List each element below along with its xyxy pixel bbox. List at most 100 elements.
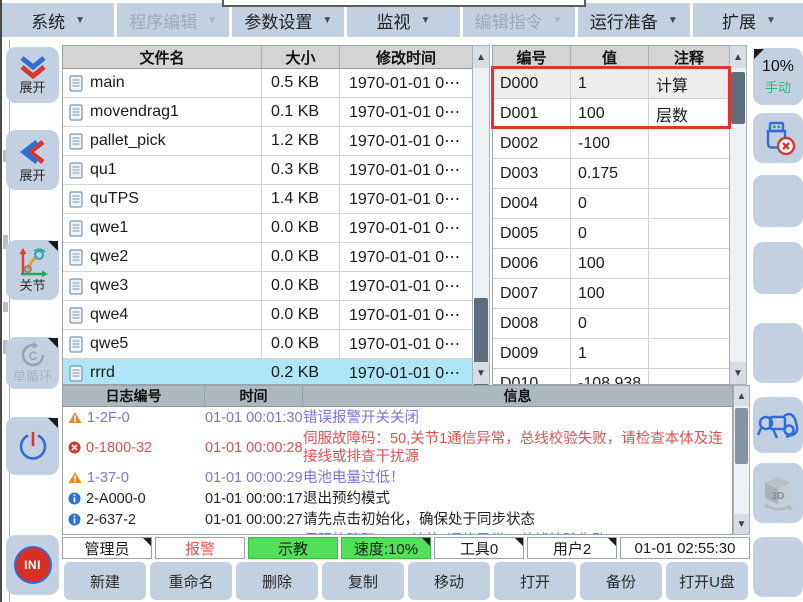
status-speed[interactable]: 速度:10% [341,537,431,559]
expand-down-button[interactable]: 展开 [6,47,59,103]
file-name-header[interactable]: 文件名 [63,46,262,68]
log-message-cell: 错误报警开关关闭 [303,410,419,426]
menu-item-program-edit[interactable]: 程序编辑 ▼ [117,3,230,37]
file-size-cell: 0.0 KB [262,301,340,329]
var-value-header[interactable]: 值 [571,46,649,68]
variable-row[interactable]: D006 100 [493,249,729,279]
delete-button[interactable]: 删除 [236,562,318,600]
variable-row[interactable]: D010 -108.938 [493,369,729,384]
error-icon [68,534,81,535]
file-size-cell: 0.1 KB [262,98,340,126]
new-button[interactable]: 新建 [64,562,146,600]
expand-down-label: 展开 [19,79,46,95]
scroll-down-button[interactable]: ▼ [730,362,746,384]
variable-row[interactable]: D000 1 计算 [493,69,729,99]
var-value-cell: 1 [571,339,649,368]
move-button[interactable]: 移动 [408,562,490,600]
view-3d-button[interactable]: 3D [753,463,803,523]
menu-item-monitor[interactable]: 监视 ▼ [347,3,460,37]
status-alarm[interactable]: 报警 [155,537,245,559]
scroll-thumb[interactable] [731,72,745,124]
joint-mode-button[interactable]: 关节 [6,240,59,300]
file-row[interactable]: main 0.5 KB 1970-01-01 0⋯ [63,69,472,98]
log-row[interactable]: 1-37-0 01-01 00:00:29 电池电量过低！ [63,467,732,488]
rename-button[interactable]: 重命名 [150,562,232,600]
log-id-header[interactable]: 日志编号 [63,386,205,406]
usb-status-button[interactable] [753,113,803,163]
hand-guide-button[interactable] [753,397,803,453]
file-row[interactable]: qwe1 0.0 KB 1970-01-01 0⋯ [63,214,472,243]
scroll-up-button[interactable]: ▲ [473,46,489,68]
menu-item-extend[interactable]: 扩展 ▼ [692,3,803,37]
file-row[interactable]: quTPS 1.4 KB 1970-01-01 0⋯ [63,185,472,214]
file-row[interactable]: qwe3 0.0 KB 1970-01-01 0⋯ [63,272,472,301]
scroll-down-button[interactable]: ▼ [734,514,749,534]
copy-button[interactable]: 复制 [322,562,404,600]
open-usb-button[interactable]: 打开U盘 [666,562,748,600]
single-cycle-button[interactable]: C 单循环 [6,337,59,389]
status-teach-mode[interactable]: 示教 [248,537,338,559]
blank-side-button[interactable] [753,323,803,383]
log-row[interactable]: 2-637-2 01-01 00:00:27 请先点击初始化，确保处于同步状态 [63,509,732,530]
backup-button[interactable]: 备份 [580,562,662,600]
status-tool[interactable]: 工具0 [434,537,524,559]
log-row[interactable]: 伺服故障码：50,关节1通信异常，总线校验失败 [63,530,732,535]
status-user-role[interactable]: 管理员 [62,537,152,559]
var-id-header[interactable]: 编号 [493,46,571,68]
file-row[interactable]: rrrd 0.2 KB 1970-01-01 0⋯ [63,359,472,384]
variable-row[interactable]: D002 -100 [493,129,729,159]
scroll-up-button[interactable]: ▲ [734,386,749,406]
log-time-header[interactable]: 时间 [205,386,303,406]
variable-row[interactable]: D005 0 [493,219,729,249]
var-comment-header[interactable]: 注释 [673,49,704,67]
power-button[interactable] [6,417,59,475]
ini-button[interactable]: INI [6,535,59,595]
variable-row[interactable]: D009 1 [493,339,729,369]
variable-row[interactable]: D003 0.175 [493,159,729,189]
log-id: 1-37-0 [87,469,129,486]
status-user-frame[interactable]: 用户2 [527,537,617,559]
variable-table-scrollbar[interactable]: ▲ ▼ [729,45,747,385]
log-id: 1-2F-0 [87,409,130,426]
blank-side-button[interactable] [753,242,803,294]
blank-side-button[interactable] [753,537,803,597]
var-id-cell: D007 [493,279,571,308]
log-row[interactable]: 0-1800-32 01-01 00:00:28 伺服故障码：50,关节1通信异常，… [63,428,732,467]
scroll-down-button[interactable]: ▼ [473,362,489,384]
status-label: 用户2 [552,540,592,558]
joint-mode-label: 关节 [19,277,46,293]
speed-mode-button[interactable]: 10% 手动 [753,48,803,105]
file-row[interactable]: movendrag1 0.1 KB 1970-01-01 0⋯ [63,98,472,127]
variable-row[interactable]: D004 0 [493,189,729,219]
variable-row[interactable]: D001 100 层数 [493,99,729,129]
file-row[interactable]: qwe2 0.0 KB 1970-01-01 0⋯ [63,243,472,272]
chevron-down-icon: ▼ [322,14,333,26]
bottom-button-bar: 新建 重命名 删除 复制 移动 打开 备份 打开U盘 [64,562,748,600]
file-row[interactable]: qwe5 0.0 KB 1970-01-01 0⋯ [63,330,472,359]
expand-left-button[interactable]: 展开 [6,130,59,190]
log-row[interactable]: 1-2F-0 01-01 00:01:30 错误报警开关关闭 [63,407,732,428]
file-row[interactable]: qwe4 0.0 KB 1970-01-01 0⋯ [63,301,472,330]
scroll-thumb[interactable] [735,408,748,464]
log-message-header[interactable]: 信息 [503,388,532,404]
menu-item-run-prepare[interactable]: 运行准备 ▼ [577,3,690,37]
log-panel: 日志编号 时间 信息 1-2F-0 01-01 00:01:30 错误报警开关关闭 0… [62,385,733,535]
menu-item-edit-instruction[interactable]: 编辑指令 ▼ [462,3,575,37]
file-size-header[interactable]: 大小 [262,46,340,68]
blank-side-button[interactable] [753,175,803,227]
variable-row[interactable]: D008 0 [493,309,729,339]
log-scrollbar[interactable]: ▲ ▼ [733,385,750,535]
menu-item-system[interactable]: 系统 ▼ [2,3,115,37]
file-modified-header[interactable]: 修改时间 [375,49,436,67]
file-table-scrollbar[interactable]: ▲ ▼ [472,45,490,404]
scroll-up-button[interactable]: ▲ [730,46,746,68]
file-row[interactable]: qu1 0.3 KB 1970-01-01 0⋯ [63,156,472,185]
var-id-cell: D009 [493,339,571,368]
log-row[interactable]: 2-A000-0 01-01 00:00:17 退出预约模式 [63,488,732,509]
status-datetime[interactable]: 01-01 02:55:30 [620,537,750,559]
menu-item-parameter-settings[interactable]: 参数设置 ▼ [232,3,345,37]
open-button[interactable]: 打开 [494,562,576,600]
document-icon [69,335,83,353]
variable-row[interactable]: D007 100 [493,279,729,309]
file-row[interactable]: pallet_pick 1.2 KB 1970-01-01 0⋯ [63,127,472,156]
